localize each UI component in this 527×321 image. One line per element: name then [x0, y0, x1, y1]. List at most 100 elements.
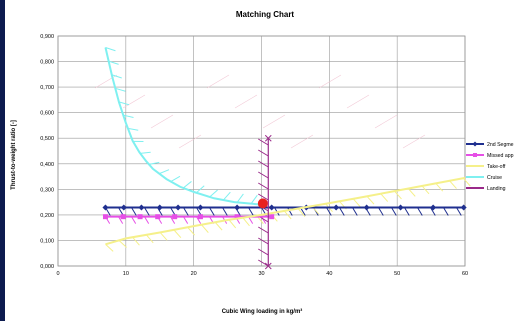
cruise-hatch — [222, 191, 231, 201]
series-layer — [102, 47, 467, 270]
takeoff-hatch — [132, 236, 140, 246]
takeoff-hatch — [421, 185, 430, 195]
takeoff-hatch — [118, 240, 127, 248]
takeoff-hatch — [297, 208, 306, 217]
segment2-hatch — [417, 207, 423, 216]
missed-hatch — [118, 216, 124, 224]
x-tick-label: 30 — [258, 271, 264, 277]
takeoff-hatch — [214, 221, 223, 231]
legend-label-2nd-segme: 2nd Segme — [487, 142, 514, 148]
takeoff-hatch — [366, 195, 375, 205]
x-tick-label: 60 — [462, 271, 468, 277]
series-point-missed-app — [155, 214, 161, 220]
faint-hatch — [150, 114, 174, 129]
segment2-hatch — [456, 207, 462, 216]
y-tick-label: 0,100 — [40, 238, 54, 244]
series-point-missed-app — [102, 214, 108, 220]
y-axis-label: Thrust-to-weight ratio [-] — [11, 120, 17, 190]
legend-marker-2nd-segme — [472, 141, 478, 147]
y-tick-label: 0,900 — [40, 34, 54, 40]
series-point-missed-app — [269, 214, 275, 220]
landing-hatch — [258, 171, 269, 179]
y-tick-label: 0,500 — [40, 136, 54, 142]
cruise-hatch — [140, 151, 151, 154]
legend-label-cruise: Cruise — [487, 175, 502, 181]
segment2-hatch — [248, 207, 254, 216]
faint-hatch — [234, 94, 258, 109]
takeoff-hatch — [145, 234, 154, 244]
series-point-2nd-segme — [197, 204, 204, 211]
legend-marker-missed-app — [473, 153, 477, 157]
legend-label-take-off: Take-off — [487, 164, 506, 170]
series-point-missed-app — [197, 214, 203, 220]
cruise-hatch — [127, 127, 139, 131]
cruise-hatch — [182, 181, 192, 189]
landing-hatch — [258, 226, 269, 234]
missed-hatch — [183, 216, 189, 224]
takeoff-hatch — [435, 183, 444, 192]
takeoff-hatch — [380, 193, 389, 202]
segment2-hatch — [404, 207, 410, 216]
missed-hatch — [144, 216, 150, 224]
takeoff-hatch — [462, 177, 471, 187]
missed-hatch — [170, 216, 176, 224]
y-tick-label: 0,200 — [40, 213, 54, 219]
x-tick-label: 40 — [326, 271, 332, 277]
y-tick-label: 0,400 — [40, 162, 54, 168]
series-point-landing — [264, 134, 272, 142]
segment2-hatch — [170, 207, 176, 216]
cruise-hatch — [209, 189, 218, 198]
series-point-2nd-segme — [430, 204, 437, 211]
segment2-hatch — [183, 207, 189, 216]
faint-hatch — [374, 114, 398, 129]
x-tick-label: 10 — [123, 271, 129, 277]
faint-hatch — [290, 134, 314, 149]
landing-hatch — [258, 248, 269, 256]
left-frame-bar — [0, 0, 5, 321]
missed-hatch — [196, 216, 202, 224]
cruise-hatch — [170, 175, 181, 182]
y-tick-label: 0,000 — [40, 264, 54, 270]
tick-labels: 0,000 0,100 0,200 0,300 0,400 0,500 0,600 0,700… — [40, 34, 468, 277]
segment2-hatch — [378, 207, 384, 216]
missed-hatch — [248, 216, 254, 224]
series-point-landing — [264, 262, 272, 270]
cruise-hatch — [115, 87, 126, 92]
segment2-hatch — [287, 207, 293, 216]
segment2-hatch — [131, 207, 137, 216]
series-point-missed-app — [137, 214, 143, 220]
cruise-hatch — [105, 47, 116, 52]
y-tick-label: 0,300 — [40, 187, 54, 193]
faint-hatch — [346, 94, 370, 109]
hatch-layer — [94, 47, 471, 267]
chart-title: Matching Chart — [236, 10, 295, 19]
y-tick-label: 0,600 — [40, 111, 54, 117]
series-point-2nd-segme — [363, 204, 370, 211]
series-point-2nd-segme — [102, 204, 109, 211]
takeoff-hatch — [228, 219, 237, 229]
x-axis-label: Cubic Wing loading in kg/m³ — [222, 308, 303, 315]
y-tick-label: 0,700 — [40, 85, 54, 91]
missed-hatch — [131, 216, 137, 224]
landing-hatch — [258, 138, 269, 146]
faint-hatch — [402, 134, 426, 149]
series-point-2nd-segme — [120, 204, 127, 211]
series-point-missed-app — [120, 214, 126, 220]
takeoff-hatch — [352, 198, 361, 208]
landing-hatch — [258, 182, 269, 190]
segment2-hatch — [391, 207, 397, 216]
takeoff-hatch — [394, 190, 402, 200]
segment2-hatch — [118, 207, 124, 216]
x-tick-label: 50 — [394, 271, 400, 277]
landing-hatch — [258, 237, 269, 245]
series-point-2nd-segme — [397, 204, 404, 211]
series-point-2nd-segme — [333, 204, 340, 211]
y-tick-label: 0,800 — [40, 60, 54, 66]
faint-hatch — [318, 74, 342, 89]
legend-label-landing: Landing — [487, 186, 506, 192]
series-line-take-off — [105, 176, 466, 246]
legend: 2nd Segme Missed app Take-off Cruise Landing — [466, 141, 514, 192]
takeoff-hatch — [449, 180, 457, 189]
series-point-2nd-segme — [175, 204, 182, 211]
